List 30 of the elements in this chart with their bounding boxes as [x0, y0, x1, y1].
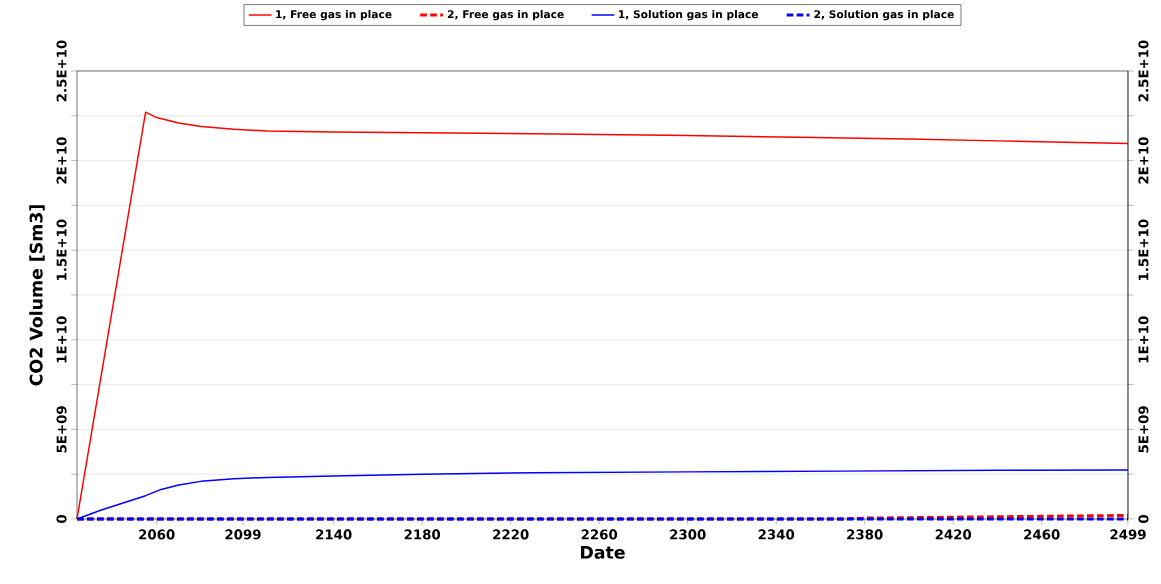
x-tick-label: 2420	[935, 529, 972, 540]
y2-tick-label: 1E+10	[1138, 316, 1149, 363]
x-tick-label: 2180	[404, 529, 441, 540]
x-tick-label: 2499	[1110, 529, 1146, 540]
y-tick-label: 1E+10	[56, 316, 67, 363]
legend-label: 1, Solution gas in place	[619, 9, 759, 21]
y2-tick-label: 2E+10	[1138, 137, 1149, 184]
y-tick-label: 1.5E+10	[56, 219, 67, 280]
y2-tick-label: 1.5E+10	[1138, 219, 1149, 280]
x-axis-title: Date	[581, 545, 625, 559]
x-tick-label: 2260	[581, 529, 618, 540]
y-tick-label: 0	[56, 514, 67, 523]
x-tick-label: 2220	[493, 529, 529, 540]
x-tick-label: 2380	[847, 529, 883, 540]
y-tick-label: 5E+09	[56, 406, 67, 453]
y-axis-title: CO2 Volume [Sm3]	[29, 205, 45, 386]
x-tick-label: 2140	[316, 529, 352, 540]
y2-tick-label: 2.5E+10	[1138, 40, 1149, 102]
legend-label: 2, Solution gas in place	[814, 9, 954, 21]
x-tick-label: 2099	[225, 529, 261, 540]
x-tick-label: 2460	[1024, 529, 1060, 540]
x-tick-label: 2300	[670, 529, 706, 540]
legend-label: 2, Free gas in place	[447, 9, 564, 21]
y2-tick-label: 5E+09	[1138, 406, 1149, 453]
y-tick-label: 2.5E+10	[56, 40, 67, 102]
legend-label: 1, Free gas in place	[276, 9, 392, 21]
y-tick-label: 2E+10	[56, 137, 67, 184]
x-tick-label: 2060	[139, 529, 175, 540]
x-tick-label: 2340	[758, 529, 795, 540]
y2-tick-label: 0	[1138, 514, 1149, 523]
